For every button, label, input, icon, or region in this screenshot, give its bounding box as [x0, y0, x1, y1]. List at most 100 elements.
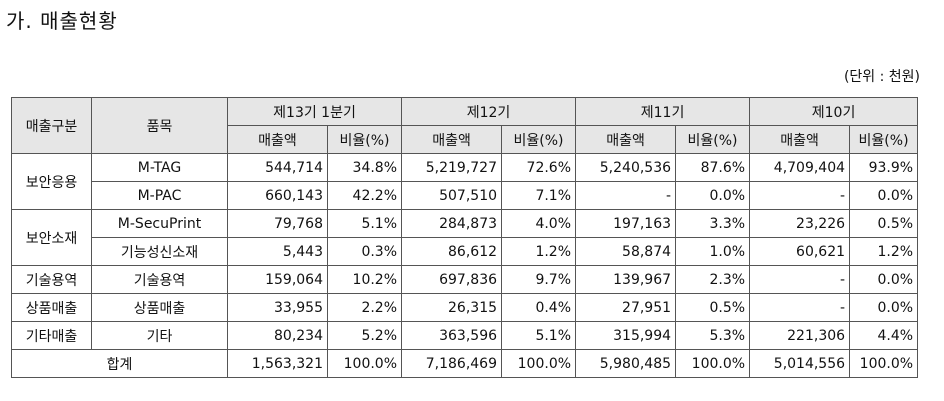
sales-cell: 58,874 [575, 237, 677, 266]
sales-cell: - [749, 265, 851, 294]
table-row: 보안소재 M-SecuPrint 79,768 5.1% 284,873 4.0% 197,… [11, 209, 919, 266]
category-cell: 보안소재 [11, 209, 92, 266]
sales-cell: 60,621 [749, 237, 851, 266]
ratio-cell: 0.0% [675, 181, 751, 210]
sales-cell: - [575, 181, 677, 210]
category-cell: 보안응용 [11, 153, 92, 210]
ratio-cell: 87.6% [675, 153, 751, 182]
ratio-cell: 1.2% [849, 237, 919, 266]
item-cell: M-PAC [91, 181, 228, 210]
table-row: 기타매출 기타 80,234 5.2% 363,596 5.1% 315,994 5.3% 22… [11, 321, 919, 350]
header-ratio: 비율(%) [849, 125, 919, 154]
ratio-cell: 9.7% [501, 265, 577, 294]
total-sales-cell: 7,186,469 [401, 349, 503, 378]
table-row: 보안응용 M-TAG 544,714 34.8% 5,219,727 72.6% 5,240… [11, 153, 919, 210]
category-cell: 기술용역 [11, 265, 92, 294]
ratio-cell: 0.5% [849, 209, 919, 238]
table-row: 상품매출 상품매출 33,955 2.2% 26,315 0.4% 27,951 0.5% -0… [11, 293, 919, 322]
header-sales: 매출액 [227, 125, 328, 154]
item-cell: 기능성신소재 [91, 237, 228, 266]
table-row: M-PAC 660,143 42.2% 507,510 7.1% -0.0% -0.0% [12, 181, 919, 210]
sales-cell: 27,951 [575, 293, 677, 322]
total-label: 합계 [11, 349, 228, 378]
sales-cell: - [749, 181, 851, 210]
sales-cell: 5,240,536 [575, 153, 677, 182]
sales-cell: 284,873 [401, 209, 503, 238]
table-row: 기술용역 기술용역 159,064 10.2% 697,836 9.7% 139,967 2.… [11, 265, 919, 294]
header-ratio: 비율(%) [326, 125, 403, 154]
table-body: 보안응용 M-TAG 544,714 34.8% 5,219,727 72.6% 5,240… [11, 153, 919, 378]
sales-cell: 5,219,727 [401, 153, 503, 182]
header-item: 품목 [91, 97, 228, 154]
sales-cell: 86,612 [401, 237, 503, 266]
header-row-periods: 매출구분 품목 제13기 1분기 제12기 제11기 제10기 [11, 97, 919, 154]
sales-cell: 4,709,404 [749, 153, 851, 182]
ratio-cell: 10.2% [326, 265, 403, 294]
ratio-cell: 1.2% [501, 237, 577, 266]
ratio-cell: 42.2% [326, 181, 403, 210]
sales-cell: 80,234 [227, 321, 328, 350]
sales-cell: 697,836 [401, 265, 503, 294]
header-sales: 매출액 [575, 125, 677, 154]
category-cell: 상품매출 [11, 293, 92, 322]
sales-cell: 26,315 [401, 293, 503, 322]
header-ratio: 비율(%) [675, 125, 751, 154]
ratio-cell: 5.2% [326, 321, 403, 350]
unit-note: (단위 : 천원) [843, 69, 920, 85]
sales-cell: 139,967 [575, 265, 677, 294]
total-row: 합계 1,563,321 100.0% 7,186,469 100.0% 5,980,48… [11, 349, 919, 378]
header-sales: 매출액 [401, 125, 503, 154]
ratio-cell: 93.9% [849, 153, 919, 182]
sales-cell: 507,510 [401, 181, 503, 210]
sales-cell: 79,768 [227, 209, 328, 238]
item-cell: 기술용역 [91, 265, 228, 294]
header-sales: 매출액 [749, 125, 851, 154]
ratio-cell: 3.3% [675, 209, 751, 238]
ratio-cell: 5.3% [675, 321, 751, 350]
total-sales-cell: 5,014,556 [749, 349, 851, 378]
item-cell: M-TAG [91, 153, 228, 182]
sales-cell: 159,064 [227, 265, 328, 294]
sales-cell: 221,306 [749, 321, 851, 350]
table-row: 기능성신소재 5,443 0.3% 86,612 1.2% 58,874 1.0% 60,62… [12, 237, 919, 266]
header-category: 매출구분 [11, 97, 92, 154]
page-heading: 가. 매출현황 [6, 9, 118, 33]
header-period: 제13기 1분기 [226, 97, 403, 126]
sales-cell: 5,443 [227, 237, 328, 266]
total-ratio-cell: 100.0% [675, 349, 751, 378]
ratio-cell: 4.4% [849, 321, 919, 350]
total-ratio-cell: 100.0% [326, 349, 403, 378]
item-cell: 상품매출 [91, 293, 228, 322]
header-row-metrics: 매출액 비율(%) 매출액 비율(%) 매출액 비율(%) 매출액 비율(%) [12, 125, 919, 154]
total-sales-cell: 5,980,485 [575, 349, 677, 378]
item-cell: 기타 [91, 321, 228, 350]
sales-cell: 660,143 [227, 181, 328, 210]
ratio-cell: 1.0% [675, 237, 751, 266]
ratio-cell: 0.3% [326, 237, 403, 266]
header-period: 제12기 [401, 97, 577, 126]
header-period: 제11기 [575, 97, 751, 126]
sales-cell: 23,226 [749, 209, 851, 238]
ratio-cell: 34.8% [326, 153, 403, 182]
ratio-cell: 4.0% [501, 209, 577, 238]
sales-cell: 544,714 [227, 153, 328, 182]
sales-cell: 363,596 [401, 321, 503, 350]
ratio-cell: 0.0% [849, 181, 919, 210]
ratio-cell: 0.0% [849, 265, 919, 294]
sales-cell: 315,994 [575, 321, 677, 350]
ratio-cell: 2.3% [675, 265, 751, 294]
total-ratio-cell: 100.0% [849, 349, 919, 378]
ratio-cell: 5.1% [326, 209, 403, 238]
header-period: 제10기 [749, 97, 919, 126]
total-ratio-cell: 100.0% [501, 349, 577, 378]
ratio-cell: 0.4% [501, 293, 577, 322]
ratio-cell: 2.2% [326, 293, 403, 322]
sales-cell: 197,163 [575, 209, 677, 238]
ratio-cell: 7.1% [501, 181, 577, 210]
item-cell: M-SecuPrint [91, 209, 228, 238]
ratio-cell: 0.5% [675, 293, 751, 322]
sales-table: 매출구분 품목 제13기 1분기 제12기 제11기 제10기 매출액 비율(%… [11, 97, 919, 378]
total-sales-cell: 1,563,321 [227, 349, 328, 378]
sales-cell: 33,955 [227, 293, 328, 322]
header-ratio: 비율(%) [501, 125, 577, 154]
